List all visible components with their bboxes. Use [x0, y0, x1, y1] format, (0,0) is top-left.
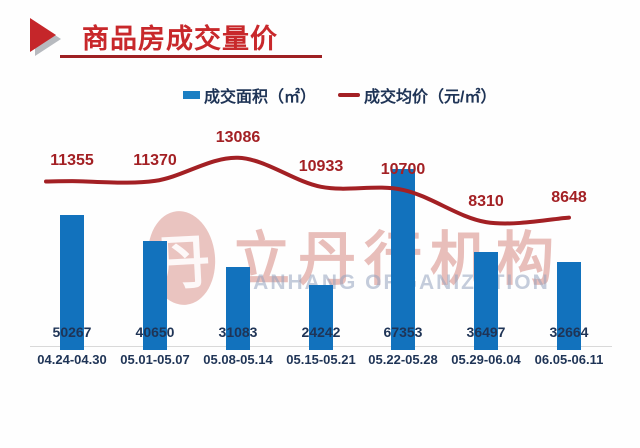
x-axis-label: 05.08-05.14 [203, 352, 273, 367]
bar-value-label: 31083 [218, 324, 258, 340]
x-axis-label: 05.15-05.21 [286, 352, 356, 367]
price-value-label: 8310 [468, 193, 504, 211]
title-underline [60, 55, 322, 58]
price-value-label: 13086 [215, 128, 261, 146]
bar-05.15-05.21 [309, 284, 333, 350]
bar-value-label: 40650 [135, 324, 175, 340]
bar-04.24-04.30 [60, 214, 84, 350]
title-arrow-icon [30, 18, 64, 56]
x-axis-label: 04.24-04.30 [37, 352, 107, 367]
price-value-label: 8648 [551, 188, 587, 206]
area-series-label: 成交面积（㎡） [204, 89, 317, 106]
area-series-swatch-icon [183, 91, 200, 99]
price-value-label: 11370 [133, 151, 177, 169]
price-series-label: 成交均价（元/㎡） [364, 89, 497, 106]
x-axis-label: 05.01-05.07 [120, 352, 190, 367]
x-axis-label: 05.29-06.04 [451, 352, 521, 367]
price-series-swatch-icon [338, 93, 361, 97]
bar-value-label: 24242 [301, 324, 341, 340]
bar-value-label: 32664 [549, 324, 589, 340]
x-axis-label: 05.22-05.28 [368, 352, 438, 367]
price-value-label: 10700 [380, 160, 426, 178]
price-value-label: 11355 [50, 152, 94, 170]
legend: 成交面积（㎡） 成交均价（元/㎡） [183, 84, 496, 106]
bar-value-label: 50267 [52, 324, 92, 340]
x-axis-label: 06.05-06.11 [534, 352, 604, 367]
bar-value-label: 36497 [466, 324, 506, 340]
bar-05.08-05.14 [226, 266, 250, 350]
price-value-label: 10933 [298, 157, 344, 175]
title-arrow [30, 18, 56, 52]
bar-06.05-06.11 [557, 262, 581, 350]
bar-05.01-05.07 [143, 240, 167, 350]
bar-value-label: 67353 [383, 324, 423, 340]
page-title: 商品房成交量价 [82, 24, 278, 54]
bar-05.29-06.04 [474, 251, 498, 350]
bar-05.22-05.28 [391, 169, 415, 350]
